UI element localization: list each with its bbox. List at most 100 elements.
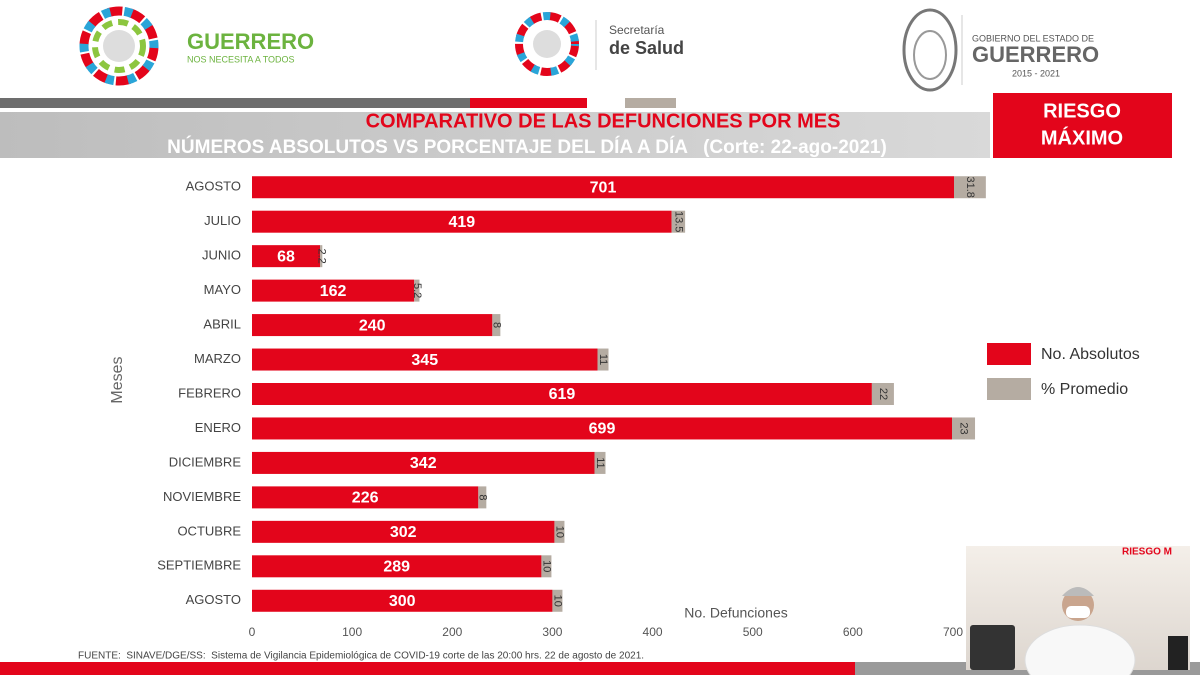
value-label: 2.2 — [315, 249, 327, 264]
bar-segment — [252, 176, 955, 199]
bar-segment — [252, 245, 321, 268]
value-label: 300 — [389, 593, 416, 610]
ministry-bottom: de Salud — [609, 38, 684, 58]
value-label: 8 — [476, 494, 488, 500]
bar-segment — [552, 589, 563, 612]
value-label: 701 — [590, 179, 617, 196]
y-tick-label: AGOSTO — [186, 592, 241, 607]
brand: GUERRERO — [187, 29, 314, 54]
y-tick-label: JULIO — [204, 213, 241, 228]
logo-guerrero — [79, 6, 159, 86]
badge-line: MÁXIMO — [1041, 126, 1123, 149]
value-label: 10 — [541, 560, 553, 572]
bar-segment — [871, 383, 894, 405]
gov-name: GUERRERO — [972, 42, 1099, 67]
x-tick-label: 400 — [643, 625, 663, 639]
x-tick-label: 200 — [442, 625, 462, 639]
y-axis-title: Meses — [109, 356, 126, 403]
value-label: 302 — [390, 524, 417, 541]
bar-segment — [320, 245, 323, 268]
bar-segment — [554, 520, 565, 543]
x-tick-label: 0 — [249, 625, 256, 639]
y-tick-label: NOVIEMBRE — [163, 489, 241, 504]
value-label: 699 — [589, 421, 616, 438]
bar-segment — [252, 383, 872, 405]
value-label: 5.2 — [411, 283, 423, 298]
value-label: 11 — [597, 354, 609, 365]
badge-line: RIESGO — [1043, 100, 1121, 122]
y-tick-label: AGOSTO — [186, 179, 241, 194]
value-label: 240 — [359, 317, 386, 334]
value-label: 419 — [448, 214, 475, 231]
bar-segment — [671, 210, 686, 233]
chart-title: COMPARATIVO DE LAS DEFUNCIONES POR MES — [366, 110, 841, 132]
x-tick-label: 700 — [943, 625, 963, 639]
value-label: 619 — [549, 386, 576, 403]
slogan: NOS NECESITA A TODOS — [187, 54, 295, 64]
bar-segment — [252, 279, 415, 302]
chart-subtitle: NÚMEROS ABSOLUTOS VS PORCENTAJE DEL DÍA … — [167, 136, 887, 158]
bar-segment — [252, 520, 555, 543]
value-label: 10 — [552, 595, 564, 607]
bar-segment — [252, 555, 542, 578]
legend-swatch — [987, 378, 1031, 400]
y-tick-label: OCTUBRE — [177, 523, 241, 538]
y-tick-label: ENERO — [195, 420, 241, 435]
bar-segment — [541, 555, 552, 578]
inset-label: RIESGO M — [1122, 547, 1172, 558]
legend-label: No. Absolutos — [1041, 346, 1140, 363]
y-tick-label: MARZO — [194, 351, 241, 366]
bar-segment — [951, 417, 976, 440]
value-label: 345 — [411, 352, 438, 369]
value-label: 22 — [877, 388, 889, 400]
value-label: 68 — [277, 248, 295, 265]
legend-swatch — [987, 343, 1031, 365]
value-label: 289 — [383, 559, 410, 576]
x-tick-label: 600 — [843, 625, 863, 639]
logo-salud — [515, 12, 579, 76]
bar-segment — [954, 176, 986, 199]
bar-segment — [252, 486, 479, 509]
bar-segment — [414, 279, 420, 302]
bar-segment — [594, 451, 606, 474]
bar-segment — [252, 417, 952, 440]
y-tick-label: JUNIO — [202, 248, 241, 263]
gov-years: 2015 - 2021 — [1012, 68, 1060, 78]
video-inset: RIESGO M — [966, 546, 1190, 675]
bar-segment — [252, 348, 598, 371]
y-tick-label: DICIEMBRE — [169, 454, 242, 469]
bar-segment — [252, 314, 493, 337]
bar-segment — [492, 314, 501, 337]
value-label: 31.8 — [964, 177, 976, 198]
value-label: 11 — [594, 457, 606, 468]
bar-segment — [478, 486, 487, 509]
value-label: 162 — [320, 283, 347, 300]
stripe — [0, 662, 855, 675]
stripe — [0, 98, 470, 108]
gov-top: GOBIERNO DEL ESTADO DE — [972, 33, 1094, 43]
logo-gobierno — [902, 8, 958, 92]
value-label: 342 — [410, 455, 437, 472]
x-tick-label: 500 — [743, 625, 763, 639]
y-tick-label: SEPTIEMBRE — [157, 558, 241, 573]
ministry-top: Secretaría — [609, 23, 665, 37]
value-label: 23 — [958, 422, 970, 434]
value-label: 10 — [554, 526, 566, 538]
bar-segment — [252, 589, 553, 612]
bar-segment — [597, 348, 609, 371]
title-band — [0, 112, 990, 158]
value-label: 226 — [352, 490, 379, 507]
y-tick-label: ABRIL — [203, 317, 241, 332]
bar-segment — [252, 451, 595, 474]
legend-label: % Promedio — [1041, 381, 1128, 398]
stripe — [470, 98, 587, 108]
value-label: 13.5 — [672, 211, 684, 232]
x-tick-label: 300 — [542, 625, 562, 639]
value-label: 8 — [490, 322, 502, 328]
x-tick-label: 100 — [342, 625, 362, 639]
source-note: FUENTE: SINAVE/DGE/SS: Sistema de Vigila… — [78, 651, 644, 662]
y-tick-label: MAYO — [204, 282, 241, 297]
stripe — [625, 98, 676, 108]
x-axis-title: No. Defunciones — [684, 605, 788, 621]
